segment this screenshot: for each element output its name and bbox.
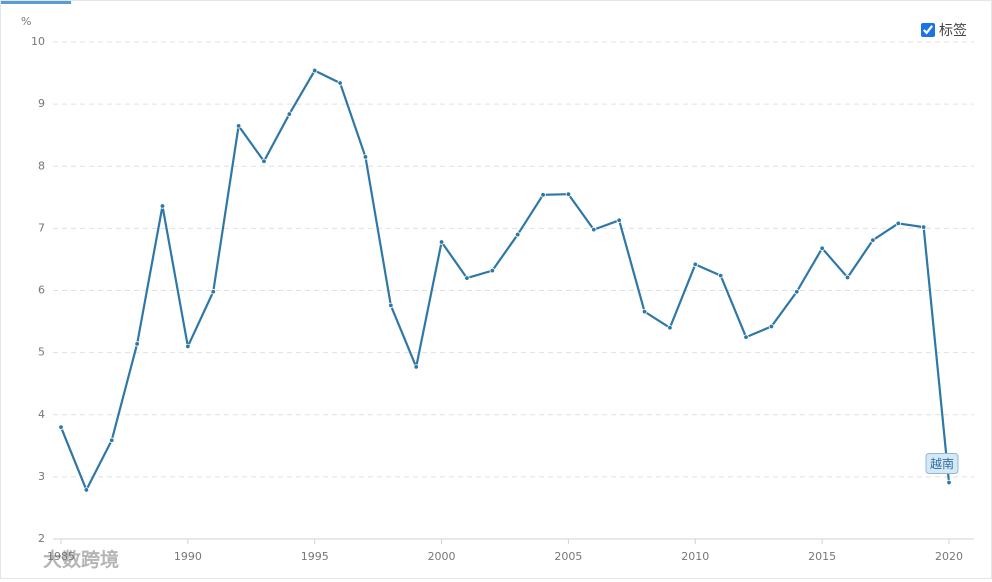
- point: [920, 224, 927, 230]
- y-tick-label: 7: [38, 221, 45, 234]
- point: [438, 239, 445, 245]
- point: [210, 289, 216, 295]
- point: [464, 275, 470, 281]
- point: [641, 308, 648, 315]
- point: [768, 323, 775, 330]
- y-tick-label: 5: [38, 346, 45, 359]
- label-toggle[interactable]: 标签: [921, 20, 967, 40]
- x-tick-label: 2020: [935, 550, 963, 563]
- point: [489, 267, 496, 274]
- watermark: 大数跨境: [43, 549, 120, 571]
- point: [235, 123, 242, 129]
- point: [819, 245, 825, 251]
- point: [388, 302, 394, 309]
- y-tick-label: 9: [38, 97, 45, 110]
- series-line: [59, 69, 951, 492]
- point: [591, 226, 597, 233]
- series-label-box: [925, 452, 959, 474]
- point: [870, 237, 876, 243]
- x-tick-label: 2010: [681, 550, 709, 563]
- point: [134, 341, 140, 347]
- point: [565, 191, 572, 197]
- point: [109, 437, 115, 443]
- y-tick-label: 4: [38, 408, 45, 421]
- x-tick-label: 1990: [174, 550, 202, 563]
- x-tick-label: 2000: [428, 550, 456, 563]
- point: [616, 217, 622, 223]
- y-tick-label: 3: [38, 470, 45, 483]
- x-tick-label: 2005: [554, 550, 582, 563]
- point: [83, 487, 90, 493]
- point: [312, 67, 318, 74]
- point: [159, 203, 166, 209]
- point: [514, 231, 521, 238]
- point: [337, 80, 343, 86]
- point: [794, 289, 800, 295]
- point: [895, 220, 901, 227]
- y-tick-label: 10: [31, 35, 45, 48]
- point: [717, 272, 724, 279]
- point: [946, 479, 952, 486]
- x-tick-label: 2015: [808, 550, 836, 563]
- point: [58, 424, 64, 430]
- label-toggle-text: 标签: [939, 23, 967, 39]
- y-axis-unit: %: [21, 15, 31, 28]
- tab-indicator: [1, 1, 71, 4]
- label-checkbox[interactable]: [921, 23, 935, 37]
- y-tick-label: 8: [38, 159, 45, 172]
- point: [540, 192, 546, 198]
- point: [261, 158, 267, 164]
- x-tick-label: 1985: [47, 550, 75, 563]
- x-tick-label: 1995: [301, 550, 329, 563]
- point: [286, 111, 293, 117]
- point: [413, 364, 419, 370]
- point: [692, 261, 698, 268]
- point: [362, 154, 369, 160]
- y-tick-label: 6: [38, 284, 45, 297]
- point: [185, 343, 191, 350]
- point: [743, 334, 749, 340]
- series-label-text: 越南: [930, 456, 954, 471]
- point: [844, 274, 851, 281]
- point: [667, 325, 673, 331]
- series-label: 越南: [925, 452, 959, 474]
- y-tick-label: 2: [38, 532, 45, 545]
